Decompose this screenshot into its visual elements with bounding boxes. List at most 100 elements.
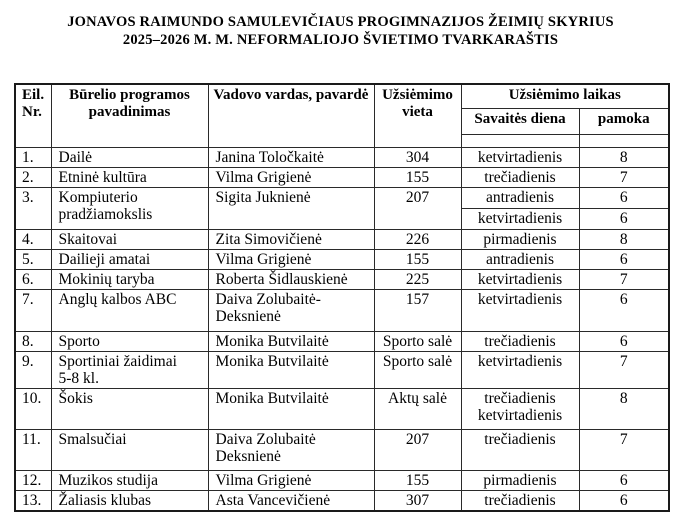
program-name-cell: Muzikos studija (50, 469, 209, 491)
table-row: 4. Skaitovai Zita Simovičienė 226 pirmadieni… (14, 228, 670, 250)
row-number-cell: 3. (14, 186, 52, 230)
lesson-cell: 7 (578, 166, 670, 188)
program-name-cell: Žaliasis klubas (50, 489, 209, 511)
lesson-cell: 6 (578, 469, 670, 491)
header-place: Užsiėmimo vieta (373, 83, 462, 148)
weekday-cell: ketvirtadienis (460, 207, 580, 230)
header-eil-nr: Eil. Nr. (14, 83, 52, 148)
weekday-cell: ketvirtadienis (460, 350, 580, 389)
program-name-cell: Dailieji amatai (50, 248, 209, 270)
place-cell: 307 (373, 489, 462, 511)
schedule-table: Eil. Nr. Būrelio programos pavadinimas V… (14, 83, 671, 512)
lesson-cell: 8 (578, 387, 670, 430)
page-title-line2: 2025–2026 M. M. NEFORMALIOJO ŠVIETIMO TV… (122, 32, 559, 48)
header-lesson: pamoka (578, 107, 670, 135)
lesson-cell: 8 (578, 146, 670, 168)
row-number-cell: 12. (14, 469, 52, 491)
table-row: 12. Muzikos studija Vilma Grigienė 155 pirma… (14, 469, 670, 491)
row-number-cell: 4. (14, 228, 52, 250)
weekday-cell: trečiadienis (460, 330, 580, 352)
table-row: 3. Kompiuterio pradžiamokslis Sigita Jukni… (14, 186, 670, 230)
table-row: 13. Žaliasis klubas Asta Vancevičienė 307 tr… (14, 489, 670, 511)
row-number-cell: 5. (14, 248, 52, 270)
lesson-cell: 6 (578, 248, 670, 270)
row-number-cell: 2. (14, 166, 52, 188)
table-row: 2. Etninė kultūra Vilma Grigienė 155 trečiad… (14, 166, 670, 188)
header-row-top: Eil. Nr. Būrelio programos pavadinimas V… (14, 83, 670, 148)
program-name-cell: Kompiuterio pradžiamokslis (50, 186, 209, 230)
lesson-cell: 7 (578, 350, 670, 389)
leader-name-cell: Zita Simovičienė (207, 228, 375, 250)
weekday-cell: trečiadienis (460, 166, 580, 188)
place-cell: 157 (373, 288, 462, 332)
weekday-cell: ketvirtadienis (460, 268, 580, 290)
schedule-table-header: Eil. Nr. Būrelio programos pavadinimas V… (14, 83, 670, 148)
header-spacer-cell (578, 133, 670, 148)
row-number-cell: 6. (14, 268, 52, 290)
row-number-cell: 1. (14, 146, 52, 168)
program-name-cell: Smalsučiai (50, 428, 209, 471)
row-number-cell: 8. (14, 330, 52, 352)
page-title: JONAVOS RAIMUNDO SAMULEVIČIAUS PROGIMNAZ… (0, 13, 681, 49)
leader-name-cell: Roberta Šidlauskienė (207, 268, 375, 290)
leader-name-cell: Asta Vancevičienė (207, 489, 375, 511)
lesson-cell: 6 (578, 489, 670, 511)
table-row: 8. Sporto Monika Butvilaitė Sporto salė treč… (14, 330, 670, 352)
header-program: Būrelio programos pavadinimas (50, 83, 209, 148)
weekday-cell: antradienis (460, 248, 580, 270)
leader-name-cell: Monika Butvilaitė (207, 350, 375, 389)
table-row: 6. Mokinių taryba Roberta Šidlauskienė 225 k… (14, 268, 670, 290)
weekday-cell: ketvirtadienis (460, 146, 580, 168)
place-cell: 207 (373, 428, 462, 471)
table-row: 1. Dailė Janina Toločkaitė 304 ketvirtadieni… (14, 146, 670, 168)
header-row-sub: Savaitės diena pamoka (15, 107, 670, 135)
program-name-cell: Dailė (50, 146, 209, 168)
schedule-table-body: 1. Dailė Janina Toločkaitė 304 ketvirtadieni… (14, 146, 670, 511)
weekday-cell: pirmadienis (460, 469, 580, 491)
header-spacer-cell (460, 133, 580, 148)
table-row: 7. Anglų kalbos ABC Daiva Zolubaitė- Deksn… (14, 288, 670, 332)
lesson-cell: 7 (578, 428, 670, 471)
leader-name-cell: Vilma Grigienė (207, 248, 375, 270)
place-cell: Sporto salė (373, 330, 462, 352)
program-name-cell: Sportiniai žaidimai 5-8 kl. (50, 350, 209, 389)
leader-name-cell: Sigita Juknienė (207, 186, 375, 230)
leader-name-cell: Janina Toločkaitė (207, 146, 375, 168)
leader-name-cell: Daiva Zolubaitė- Deksnienė (207, 288, 375, 332)
program-name-cell: Etninė kultūra (50, 166, 209, 188)
leader-name-cell: Vilma Grigienė (207, 166, 375, 188)
lesson-cell: 6 (578, 207, 670, 230)
program-name-cell: Anglų kalbos ABC (50, 288, 209, 332)
lesson-cell: 6 (578, 288, 670, 332)
row-number-cell: 10. (14, 387, 52, 430)
program-name-cell: Sporto (50, 330, 209, 352)
table-row: 11. Smalsučiai Daiva Zolubaitė Deksnienė 20… (14, 428, 670, 471)
table-row: 10. Šokis Monika Butvilaitė Aktų salė trečia… (14, 387, 670, 430)
program-name-cell: Skaitovai (50, 228, 209, 250)
page-title-line1: JONAVOS RAIMUNDO SAMULEVIČIAUS PROGIMNAZ… (67, 14, 614, 30)
lesson-cell: 6 (578, 330, 670, 352)
row-number-cell: 7. (14, 288, 52, 332)
weekday-cell: trečiadienis (460, 428, 580, 471)
weekday-cell: ketvirtadienis (460, 288, 580, 332)
leader-name-cell: Vilma Grigienė (207, 469, 375, 491)
table-row: 5. Dailieji amatai Vilma Grigienė 155 antrad… (14, 248, 670, 270)
leader-name-cell: Monika Butvilaitė (207, 330, 375, 352)
header-time: Užsiėmimo laikas (460, 83, 670, 109)
weekday-cell: pirmadienis (460, 228, 580, 250)
place-cell: 304 (373, 146, 462, 168)
header-leader: Vadovo vardas, pavardė (207, 83, 375, 148)
place-cell: 155 (373, 469, 462, 491)
table-row: 9. Sportiniai žaidimai 5-8 kl. Monika Butv… (14, 350, 670, 389)
leader-name-cell: Daiva Zolubaitė Deksnienė (207, 428, 375, 471)
place-cell: 225 (373, 268, 462, 290)
place-cell: Sporto salė (373, 350, 462, 389)
table-row: ketvirtadienis 6 (15, 207, 670, 230)
place-cell: 155 (373, 166, 462, 188)
row-number-cell: 9. (14, 350, 52, 389)
place-cell: 207 (373, 186, 462, 230)
program-name-cell: Šokis (50, 387, 209, 430)
weekday-cell: trečiadienis (460, 489, 580, 511)
lesson-cell: 8 (578, 228, 670, 250)
place-cell: 155 (373, 248, 462, 270)
